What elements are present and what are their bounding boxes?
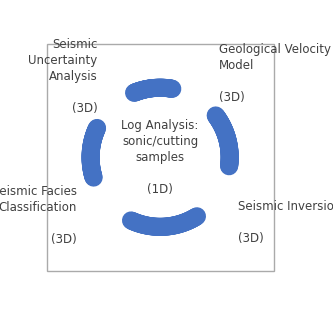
- Text: Seismic
Uncertainty
Analysis

(3D): Seismic Uncertainty Analysis (3D): [28, 38, 97, 115]
- Text: Seismic Facies
Classification

(3D): Seismic Facies Classification (3D): [0, 185, 77, 246]
- Text: Geological Velocity
Model

(3D): Geological Velocity Model (3D): [219, 43, 331, 104]
- Text: Log Analysis:
sonic/cutting
samples

(1D): Log Analysis: sonic/cutting samples (1D): [122, 119, 199, 196]
- Text: Seismic Inversion

(3D): Seismic Inversion (3D): [238, 200, 333, 245]
